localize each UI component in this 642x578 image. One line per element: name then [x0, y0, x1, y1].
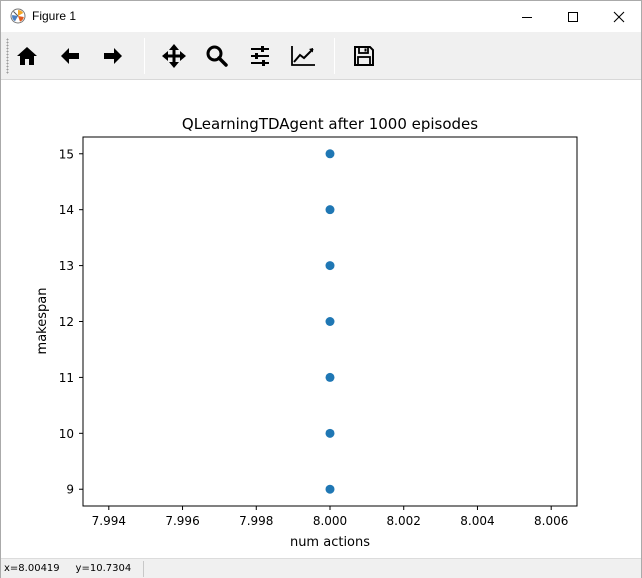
x-tick-label: 8.000	[313, 514, 347, 528]
floppy-disk-icon	[354, 46, 374, 66]
y-tick-label: 13	[59, 259, 74, 273]
arrow-left-icon	[61, 48, 79, 64]
x-tick-label: 7.994	[92, 514, 126, 528]
toolbar-separator	[144, 38, 145, 74]
x-axis: 7.994 7.996 7.998 8.000 8.002 8.004 8.006	[92, 506, 568, 528]
y-tick-label: 14	[59, 203, 74, 217]
pan-button[interactable]	[157, 38, 191, 74]
data-point	[325, 261, 335, 271]
x-tick-label: 8.006	[534, 514, 568, 528]
status-bar: x=8.00419 y=10.7304	[1, 558, 641, 578]
x-axis-label: num actions	[290, 535, 370, 550]
y-axis: 9 10 11 12 13 14 15	[59, 147, 83, 497]
arrow-right-icon	[104, 48, 122, 64]
scatter-plot[interactable]: QLearningTDAgent after 1000 episodes 7.9…	[1, 80, 641, 558]
y-tick-label: 12	[59, 315, 74, 329]
data-point	[325, 428, 335, 438]
close-icon	[613, 11, 625, 22]
y-tick-label: 9	[66, 483, 74, 497]
magnifier-icon	[206, 45, 228, 67]
back-button[interactable]	[53, 38, 87, 74]
y-tick-label: 10	[59, 427, 74, 441]
y-tick-label: 15	[59, 147, 74, 161]
home-icon	[17, 47, 37, 65]
toolbar-grip[interactable]	[6, 38, 9, 74]
y-tick-label: 11	[59, 371, 74, 385]
forward-button[interactable]	[96, 38, 130, 74]
x-tick-label: 8.004	[460, 514, 494, 528]
window-title: Figure 1	[32, 9, 77, 23]
sliders-icon	[251, 46, 269, 66]
move-icon	[162, 44, 186, 68]
close-button[interactable]	[596, 1, 642, 32]
cursor-coordinates: x=8.00419 y=10.7304	[4, 563, 132, 574]
minimize-icon	[522, 16, 532, 18]
x-tick-label: 7.996	[165, 514, 199, 528]
data-point	[325, 317, 335, 326]
data-point	[325, 205, 335, 215]
figure-canvas[interactable]: QLearningTDAgent after 1000 episodes 7.9…	[1, 80, 641, 558]
minimize-button[interactable]	[504, 1, 550, 32]
x-tick-label: 8.002	[387, 514, 421, 528]
data-point	[325, 149, 335, 159]
matplotlib-app-icon	[10, 8, 26, 24]
navigation-toolbar	[1, 32, 641, 80]
maximize-button[interactable]	[550, 1, 596, 32]
data-point	[325, 484, 335, 494]
zoom-button[interactable]	[200, 38, 234, 74]
home-button[interactable]	[10, 38, 44, 74]
status-separator	[143, 561, 144, 577]
x-tick-label: 7.998	[239, 514, 273, 528]
y-axis-label: makespan	[35, 288, 50, 355]
edit-axis-button[interactable]	[286, 38, 320, 74]
chart-title: QLearningTDAgent after 1000 episodes	[182, 115, 478, 133]
save-button[interactable]	[347, 38, 381, 74]
title-bar[interactable]: Figure 1	[1, 1, 641, 32]
data-points	[325, 149, 335, 494]
toolbar-separator	[334, 38, 335, 74]
line-chart-icon	[291, 46, 315, 66]
maximize-icon	[568, 11, 578, 22]
configure-subplots-button[interactable]	[243, 38, 277, 74]
data-point	[325, 372, 335, 382]
